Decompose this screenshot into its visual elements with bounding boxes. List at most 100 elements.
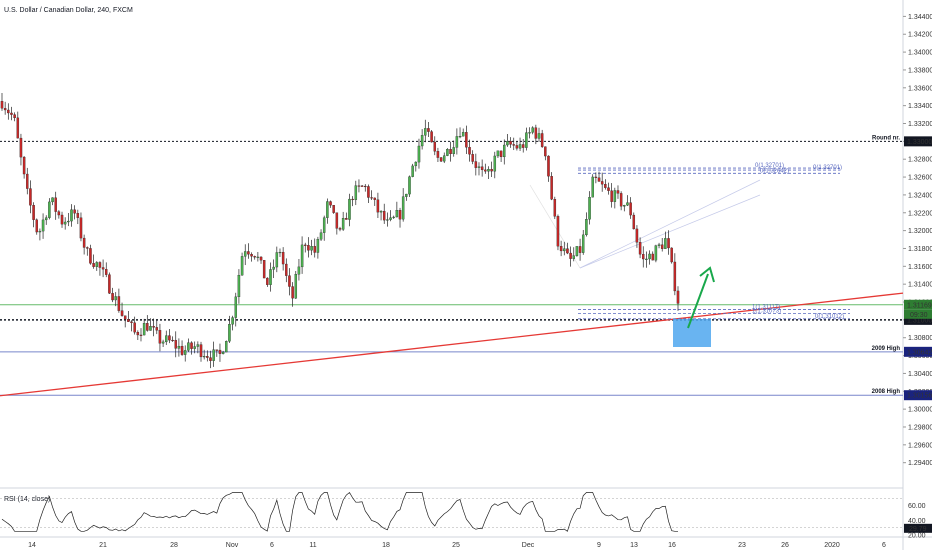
candle-body <box>477 166 481 168</box>
candle-body <box>471 154 474 162</box>
candle-body <box>569 252 572 259</box>
candle-body <box>332 205 335 213</box>
candle <box>518 137 522 151</box>
candle-body <box>278 251 282 254</box>
candle <box>569 246 572 267</box>
price-tick-label: 1.33600 <box>908 85 932 92</box>
candle <box>332 205 335 214</box>
candle <box>272 259 275 279</box>
candle-body <box>202 356 206 358</box>
candle-body <box>676 290 680 304</box>
candle <box>35 218 38 235</box>
candle-body <box>408 176 411 195</box>
candle <box>575 246 579 257</box>
candle-body <box>322 217 326 233</box>
candle <box>670 247 673 264</box>
price-tick-label: 1.33800 <box>908 67 932 74</box>
candle <box>281 247 285 271</box>
price-tick-label: 1.31400 <box>908 282 932 289</box>
candle <box>430 130 433 143</box>
rsi-tick-label: 40.00 <box>908 518 926 525</box>
fib-top-label: 0(1.32642) <box>760 168 789 174</box>
candle-body <box>266 277 269 285</box>
candle <box>10 106 13 121</box>
candle-body <box>490 168 493 172</box>
candle-body <box>22 156 26 175</box>
countdown-tag <box>904 309 932 319</box>
bullish-arrow-shaft <box>687 273 709 329</box>
candle-body <box>458 136 462 138</box>
candle <box>60 211 64 228</box>
candle-body <box>13 114 16 119</box>
candle <box>673 253 677 296</box>
candle-body <box>654 245 658 261</box>
price-tag-label: 1.31169 <box>907 302 932 309</box>
time-tick-label: 9 <box>597 542 601 549</box>
candle <box>234 292 238 327</box>
buy-zone-box <box>673 319 711 347</box>
candle-body <box>376 199 380 213</box>
candle-body <box>509 141 512 145</box>
candle-body <box>16 117 20 139</box>
candle-body <box>256 256 260 258</box>
candle-body <box>108 274 111 294</box>
candle-body <box>326 201 329 218</box>
candle <box>51 197 54 206</box>
price-tick-label: 1.30000 <box>908 407 932 414</box>
candle <box>373 197 376 206</box>
candle-body <box>354 185 358 200</box>
candle <box>322 215 326 241</box>
candle <box>436 147 440 162</box>
candle <box>82 234 86 255</box>
candle-body <box>382 210 386 221</box>
candle-body <box>243 251 247 257</box>
candle-body <box>499 150 503 158</box>
candle <box>187 338 190 353</box>
candle <box>7 103 10 120</box>
rsi-tick-label: 60.00 <box>908 503 926 510</box>
candle <box>578 238 582 261</box>
candle <box>446 148 449 157</box>
time-tick-label: 16 <box>668 542 676 549</box>
candle <box>165 330 168 346</box>
candle-body <box>427 128 430 132</box>
candle-body <box>120 310 124 316</box>
candle-body <box>281 251 285 265</box>
candle-body <box>594 176 598 178</box>
candle <box>101 259 105 278</box>
candle-body <box>398 210 402 220</box>
candle <box>111 287 114 303</box>
candle <box>240 252 244 276</box>
candle <box>262 260 266 279</box>
fibonacci-tool: 0(1.32701) 0(1.32701)0(1.32642)1(1.31117)… <box>529 163 850 320</box>
candle-body <box>547 155 550 177</box>
candle <box>351 196 354 207</box>
price-tag-label: 1.31000 <box>907 317 932 324</box>
candle <box>120 302 124 317</box>
candle-body <box>550 176 553 200</box>
candle <box>515 140 519 151</box>
price-tag-label: 1.30156 <box>907 393 932 400</box>
candle-body <box>559 246 563 252</box>
candle-body <box>155 327 159 331</box>
candle-body <box>161 341 165 344</box>
candle-body <box>487 168 490 172</box>
candle-body <box>430 131 433 143</box>
time-tick-label: 18 <box>382 542 390 549</box>
rsi-label: RSI (14, close) <box>4 496 50 503</box>
candle <box>651 251 654 261</box>
candle-body <box>629 202 632 216</box>
candle <box>48 198 51 220</box>
candle-body <box>401 196 405 220</box>
candle <box>206 350 209 362</box>
candle <box>360 184 364 187</box>
price-tick-label: 1.32400 <box>908 192 932 199</box>
candle-body <box>515 145 519 149</box>
candle <box>307 237 310 258</box>
candle-body <box>607 187 610 191</box>
candle-body <box>493 155 497 172</box>
price-tick-label: 1.32800 <box>908 157 932 164</box>
candle <box>525 127 528 151</box>
candle <box>484 163 487 174</box>
candle-body <box>275 252 279 268</box>
